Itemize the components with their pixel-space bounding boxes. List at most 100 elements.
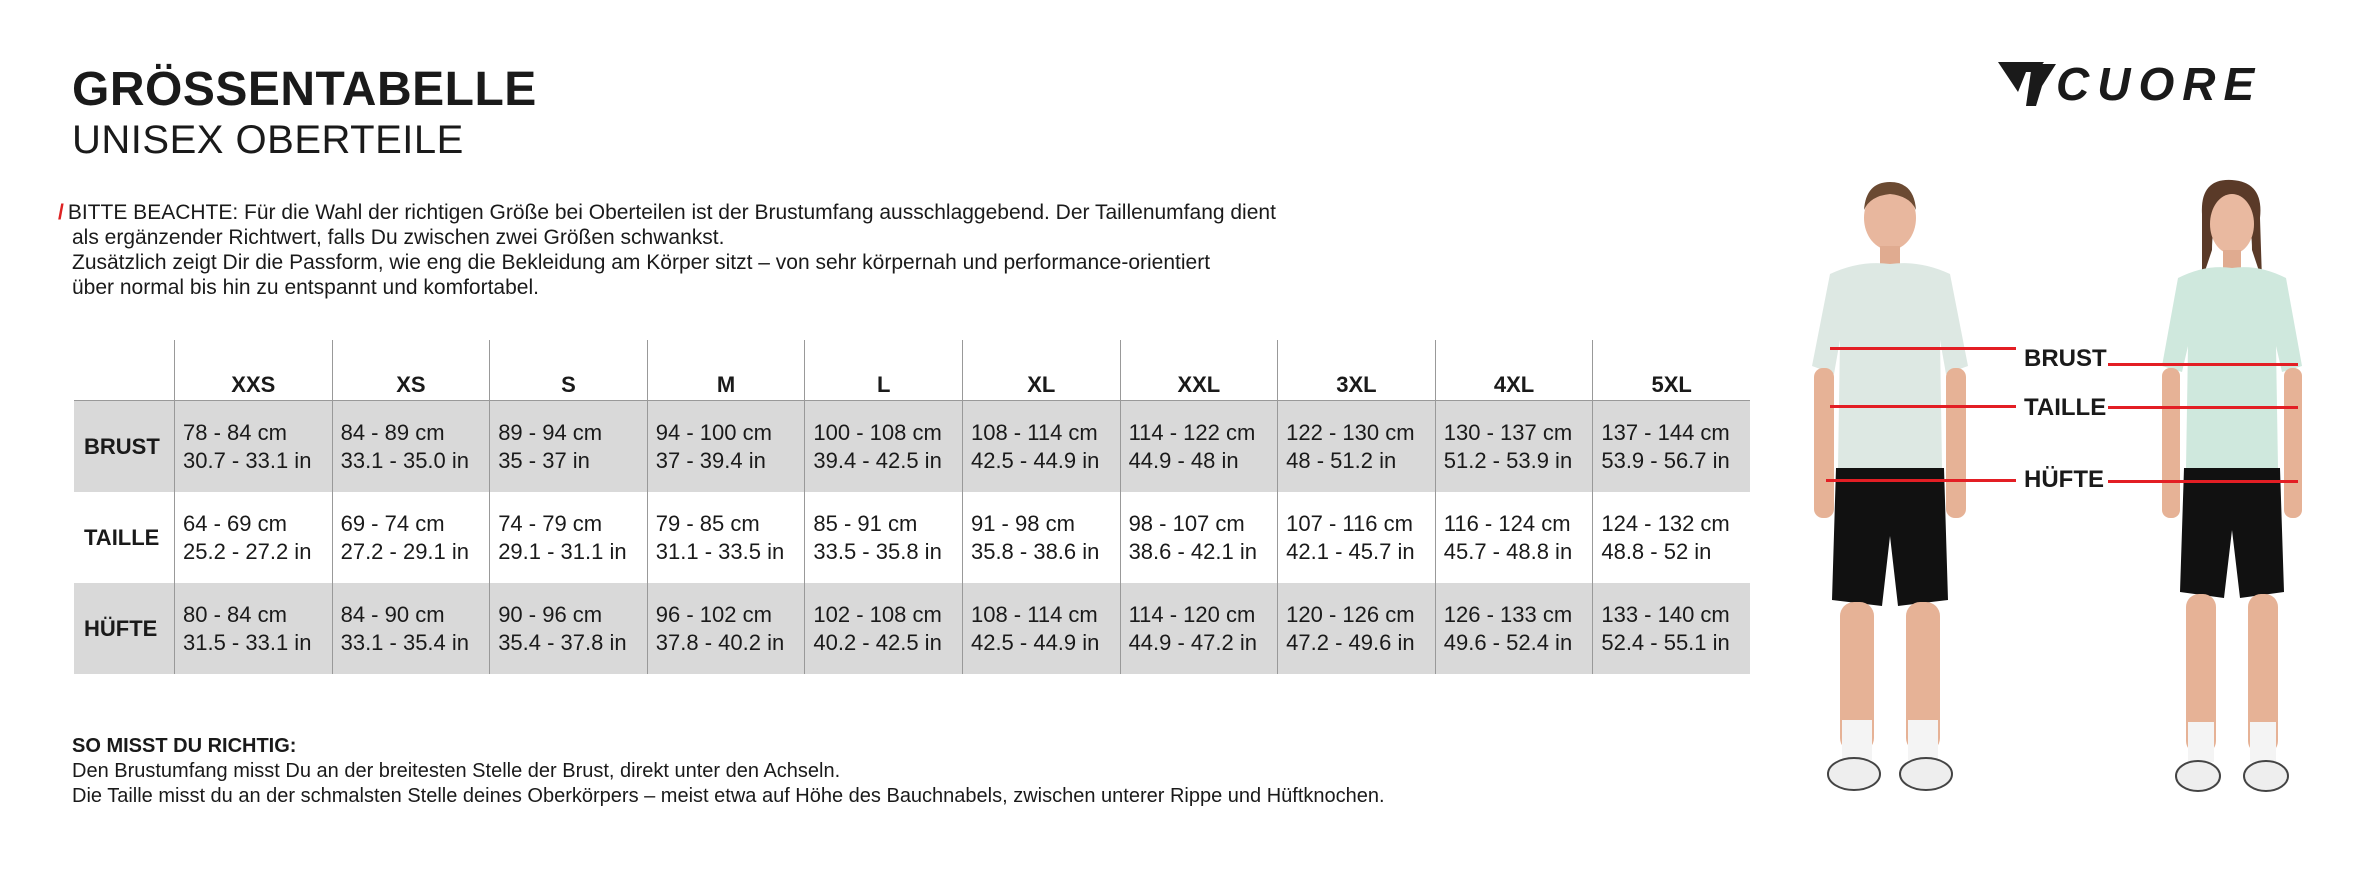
size-cell: 124 - 132 cm 48.8 - 52 in xyxy=(1592,492,1750,583)
table-row: HÜFTE 80 - 84 cm 31.5 - 33.1 in 84 - 90 cm 3… xyxy=(74,583,1750,674)
inch-value: 29.1 - 31.1 in xyxy=(498,538,627,564)
size-header: XXS xyxy=(174,340,333,401)
cm-value: 74 - 79 cm xyxy=(498,510,603,536)
note-line: Zusätzlich zeigt Dir die Passform, wie e… xyxy=(72,251,1211,274)
cm-value: 80 - 84 cm xyxy=(183,601,287,627)
size-cell: 90 - 96 cm 35.4 - 37.8 in xyxy=(489,583,648,674)
cm-value: 137 - 144 cm xyxy=(1601,419,1730,445)
inch-value: 38.6 - 42.1 in xyxy=(1128,538,1257,564)
inch-value: 30.7 - 33.1 in xyxy=(183,447,312,473)
left-sock xyxy=(1842,720,1872,760)
size-cell: 102 - 108 cm 40.2 - 42.5 in xyxy=(804,583,963,674)
hip-line-male xyxy=(1826,479,2016,482)
cm-value: 133 - 140 cm xyxy=(1601,601,1730,627)
size-header: 3XL xyxy=(1277,340,1436,401)
size-table: XXS XS S M L XL XXL 3XL 4XL 5XL BRUST 78 … xyxy=(74,340,1750,674)
size-cell: 78 - 84 cm 30.7 - 33.1 in xyxy=(174,400,333,492)
right-sock xyxy=(1908,720,1938,760)
size-cell: 79 - 85 cm 31.1 - 33.5 in xyxy=(646,492,805,583)
cm-value: 120 - 126 cm xyxy=(1286,601,1415,627)
size-cell: 122 - 130 cm 48 - 51.2 in xyxy=(1277,400,1436,492)
inch-value: 33.1 - 35.0 in xyxy=(340,447,470,473)
cm-value: 102 - 108 cm xyxy=(813,601,942,627)
inch-value: 31.1 - 33.5 in xyxy=(655,538,785,564)
size-header: L xyxy=(804,340,963,401)
chest-label: BRUST xyxy=(2024,345,2107,372)
chest-line-female xyxy=(2108,363,2298,366)
inch-value: 42.5 - 44.9 in xyxy=(970,629,1100,655)
inch-value: 31.5 - 33.1 in xyxy=(183,629,312,655)
neck xyxy=(1880,246,1900,266)
inch-value: 44.9 - 48 in xyxy=(1128,447,1239,473)
size-cell: 133 - 140 cm 52.4 - 55.1 in xyxy=(1592,583,1750,674)
waist-line-male xyxy=(1830,405,2016,408)
right-leg xyxy=(1906,602,1940,752)
left-leg xyxy=(1840,602,1874,752)
size-header: 4XL xyxy=(1434,340,1593,401)
inch-value: 33.1 - 35.4 in xyxy=(340,629,470,655)
female-shorts xyxy=(2180,468,2284,598)
size-cell: 96 - 102 cm 37.8 - 40.2 in xyxy=(646,583,805,674)
size-cell: 108 - 114 cm 42.5 - 44.9 in xyxy=(961,583,1121,674)
male-model-figure xyxy=(1812,182,1968,791)
size-cell: 130 - 137 cm 51.2 - 53.9 in xyxy=(1434,400,1593,492)
size-cell: 137 - 144 cm 53.9 - 56.7 in xyxy=(1592,400,1750,492)
table-row: TAILLE 64 - 69 cm 25.2 - 27.2 in 69 - 74 cm… xyxy=(74,492,1750,583)
cm-value: 69 - 74 cm xyxy=(340,510,445,536)
cm-value: 130 - 137 cm xyxy=(1443,419,1573,445)
size-header: XS xyxy=(331,340,490,401)
cm-value: 98 - 107 cm xyxy=(1128,510,1245,536)
inch-value: 53.9 - 56.7 in xyxy=(1601,447,1730,473)
logo-mark xyxy=(1998,62,2056,106)
size-cell: 98 - 107 cm 38.6 - 42.1 in xyxy=(1119,492,1278,583)
note-line-text: BITTE BEACHTE: Für die Wahl der richtige… xyxy=(67,201,1276,224)
right-leg xyxy=(2248,594,2278,754)
inch-value: 49.6 - 52.4 in xyxy=(1443,629,1573,655)
inch-value: 39.4 - 42.5 in xyxy=(813,447,942,473)
table-row: BRUST 78 - 84 cm 30.7 - 33.1 in 84 - 89 cm 3… xyxy=(74,400,1750,492)
size-cell: 84 - 89 cm 33.1 - 35.0 in xyxy=(331,400,490,492)
size-cell: 120 - 126 cm 47.2 - 49.6 in xyxy=(1277,583,1436,674)
left-shoe xyxy=(1827,757,1881,791)
inch-value: 45.7 - 48.8 in xyxy=(1443,538,1573,564)
size-header: S xyxy=(489,340,648,401)
how-to-line: Den Brustumfang misst Du an der breitest… xyxy=(72,760,841,782)
row-label: TAILLE xyxy=(84,524,160,550)
inch-value: 44.9 - 47.2 in xyxy=(1128,629,1257,655)
size-cell: 89 - 94 cm 35 - 37 in xyxy=(489,400,648,492)
cm-value: 64 - 69 cm xyxy=(183,510,287,536)
cm-value: 79 - 85 cm xyxy=(655,510,760,536)
inch-value: 25.2 - 27.2 in xyxy=(183,538,312,564)
size-cell: 114 - 120 cm 44.9 - 47.2 in xyxy=(1119,583,1278,674)
inch-value: 52.4 - 55.1 in xyxy=(1601,629,1730,655)
left-arm xyxy=(2162,368,2180,518)
male-jersey xyxy=(1812,263,1968,468)
how-to-measure: SO MISST DU RICHTIG: Den Brustumfang mis… xyxy=(72,734,1385,809)
size-cell: 100 - 108 cm 39.4 - 42.5 in xyxy=(804,400,963,492)
cm-value: 107 - 116 cm xyxy=(1286,510,1413,536)
inch-value: 47.2 - 49.6 in xyxy=(1286,629,1415,655)
size-cell: 85 - 91 cm 33.5 - 35.8 in xyxy=(804,492,963,583)
hair xyxy=(1864,182,1916,210)
inch-value: 37.8 - 40.2 in xyxy=(655,629,785,655)
right-shoe xyxy=(2243,760,2289,792)
chest-line-male xyxy=(1830,347,2016,350)
note-line: / BITTE BEACHTE: Für die Wahl der richtig… xyxy=(58,200,1358,225)
size-header: 5XL xyxy=(1592,340,1750,401)
cm-value: 100 - 108 cm xyxy=(813,419,942,445)
cm-value: 85 - 91 cm xyxy=(813,510,918,536)
female-model-figure xyxy=(2162,179,2302,792)
note-line: als ergänzender Richtwert, falls Du zwis… xyxy=(72,226,725,249)
cm-value: 84 - 90 cm xyxy=(340,601,445,627)
female-jersey xyxy=(2162,267,2302,468)
head xyxy=(2210,194,2254,254)
right-arm xyxy=(1946,368,1966,518)
inch-value: 48 - 51.2 in xyxy=(1286,447,1397,473)
cm-value: 78 - 84 cm xyxy=(183,419,287,445)
row-label: HÜFTE xyxy=(74,583,175,674)
size-cell: 69 - 74 cm 27.2 - 29.1 in xyxy=(331,492,490,583)
cm-value: 114 - 120 cm xyxy=(1128,601,1256,627)
cm-value: 94 - 100 cm xyxy=(655,419,772,445)
left-arm xyxy=(1814,368,1834,518)
inch-value: 27.2 - 29.1 in xyxy=(340,538,470,564)
